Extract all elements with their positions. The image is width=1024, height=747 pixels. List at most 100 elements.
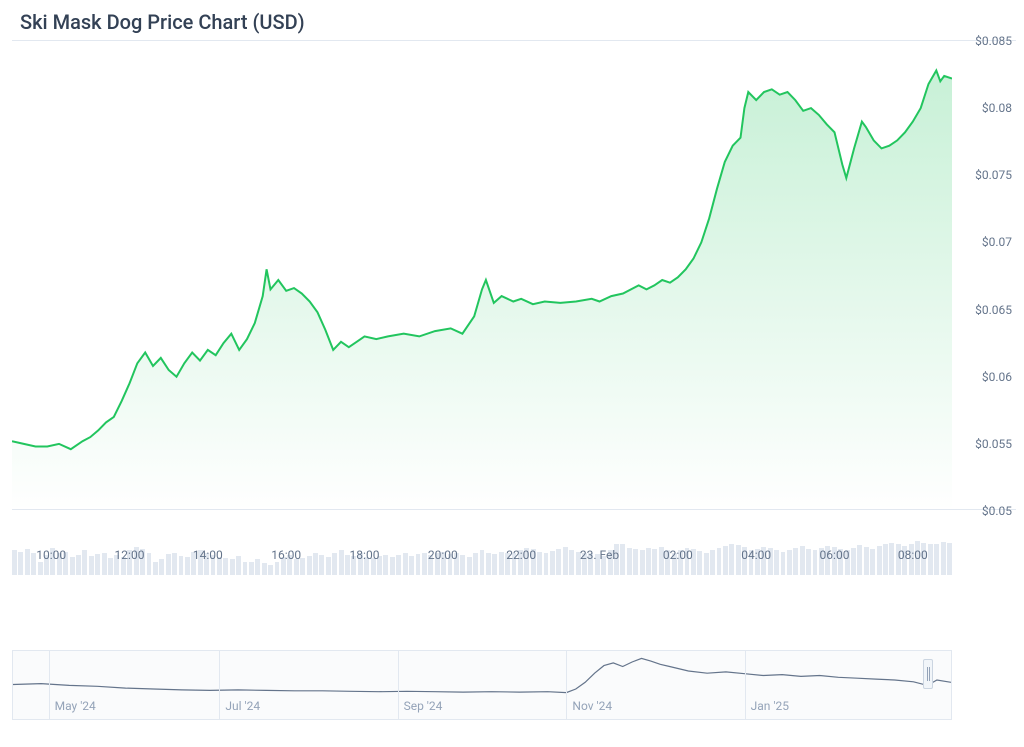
volume-bar xyxy=(934,544,939,576)
volume-bar xyxy=(460,555,465,575)
navigator-gridline xyxy=(745,651,746,719)
volume-bar xyxy=(941,542,946,575)
navigator[interactable]: May '24Jul '24Sep '24Nov '24Jan '25 xyxy=(12,650,952,720)
chart-title: Ski Mask Dog Price Chart (USD) xyxy=(0,10,1024,34)
volume-bar xyxy=(390,557,395,575)
x-tick-label: 14:00 xyxy=(193,548,223,562)
volume-bar xyxy=(95,554,100,575)
volume-bar xyxy=(793,548,798,575)
volume-bar xyxy=(82,550,87,575)
y-tick-label: $0.05 xyxy=(982,504,1012,518)
volume-bar xyxy=(480,550,485,575)
y-tick-label: $0.07 xyxy=(982,235,1012,249)
y-tick-label: $0.075 xyxy=(975,168,1012,182)
volume-bar xyxy=(473,553,478,575)
y-tick-label: $0.055 xyxy=(975,437,1012,451)
volume-bar xyxy=(486,553,491,576)
volume-bar xyxy=(108,558,113,575)
volume-bar xyxy=(800,546,805,575)
volume-bar xyxy=(544,553,549,576)
x-tick-label: 20:00 xyxy=(428,548,458,562)
navigator-line xyxy=(13,651,951,696)
navigator-handle-right[interactable] xyxy=(923,659,933,689)
plot-zone xyxy=(12,41,952,511)
volume-bar xyxy=(729,544,734,576)
volume-bar xyxy=(813,550,818,575)
navigator-tick-label: May '24 xyxy=(55,699,96,713)
volume-bar xyxy=(717,548,722,575)
volume-bar xyxy=(889,543,894,575)
x-tick-label: 23. Feb xyxy=(580,548,619,562)
volume-bar xyxy=(18,552,23,575)
volume-bar xyxy=(70,557,75,575)
navigator-gridline xyxy=(398,651,399,719)
volume-bar xyxy=(172,553,177,576)
volume-bar xyxy=(243,562,248,576)
volume-bar xyxy=(255,559,260,575)
volume-bar xyxy=(159,559,164,575)
y-tick-label: $0.08 xyxy=(982,101,1012,115)
x-tick-label: 16:00 xyxy=(271,548,301,562)
volume-bar xyxy=(646,548,651,575)
volume-bar xyxy=(710,550,715,575)
volume-bar xyxy=(563,547,568,575)
volume-bar xyxy=(633,549,638,575)
chart-container: Ski Mask Dog Price Chart (USD) $0.05 $0.0… xyxy=(0,0,1024,747)
x-axis: 10:0012:0014:0016:0018:0020:0022:0023. F… xyxy=(12,510,952,540)
volume-bar xyxy=(640,550,645,575)
x-tick-label: 22:00 xyxy=(506,548,536,562)
main-chart[interactable]: $0.05$0.055$0.06$0.065$0.07$0.075$0.08$0… xyxy=(12,40,1016,510)
volume-bar xyxy=(147,553,152,576)
y-axis: $0.05$0.055$0.06$0.065$0.07$0.075$0.08$0… xyxy=(952,41,1016,509)
volume-bar xyxy=(409,556,414,575)
navigator-gridline xyxy=(49,651,50,719)
volume-bar xyxy=(326,557,331,575)
volume-bar xyxy=(877,546,882,575)
y-tick-label: $0.085 xyxy=(975,34,1012,48)
x-tick-label: 18:00 xyxy=(350,548,380,562)
volume-bar xyxy=(537,552,542,575)
volume-bar xyxy=(339,550,344,575)
x-tick-label: 02:00 xyxy=(663,548,693,562)
volume-bar xyxy=(652,549,657,575)
navigator-tick-label: Jan '25 xyxy=(751,699,789,713)
volume-bar xyxy=(422,553,427,576)
volume-bar xyxy=(166,554,171,575)
volume-bar xyxy=(416,554,421,575)
x-tick-label: 12:00 xyxy=(115,548,145,562)
volume-bar xyxy=(230,559,235,575)
volume-bar xyxy=(12,550,17,575)
volume-bar xyxy=(262,563,267,575)
x-tick-label: 08:00 xyxy=(898,548,928,562)
volume-bar xyxy=(620,544,625,575)
volume-bar xyxy=(249,562,254,575)
volume-bar xyxy=(25,549,30,575)
navigator-tick-label: Jul '24 xyxy=(225,699,260,713)
volume-bar xyxy=(76,555,81,575)
price-line-svg xyxy=(12,41,952,511)
volume-bar xyxy=(332,553,337,576)
volume-bar xyxy=(723,546,728,575)
volume-bar xyxy=(787,550,792,575)
x-tick-label: 06:00 xyxy=(820,548,850,562)
volume-bar xyxy=(857,545,862,575)
volume-bar xyxy=(492,554,497,575)
volume-bar xyxy=(467,557,472,575)
navigator-gridline xyxy=(566,651,567,719)
volume-bar xyxy=(928,544,933,575)
volume-bar xyxy=(550,551,555,575)
volume-bar xyxy=(704,553,709,576)
y-tick-label: $0.06 xyxy=(982,370,1012,384)
volume-bar xyxy=(319,555,324,575)
volume-bar xyxy=(697,551,702,575)
x-tick-label: 04:00 xyxy=(741,548,771,562)
volume-bar xyxy=(774,550,779,575)
volume-bar xyxy=(883,544,888,576)
navigator-gridline xyxy=(219,651,220,719)
volume-bar xyxy=(223,558,228,575)
volume-bar xyxy=(403,553,408,575)
volume-bar xyxy=(556,549,561,575)
volume-bar xyxy=(396,555,401,575)
volume-bar xyxy=(102,553,107,576)
volume-bar xyxy=(185,557,190,575)
